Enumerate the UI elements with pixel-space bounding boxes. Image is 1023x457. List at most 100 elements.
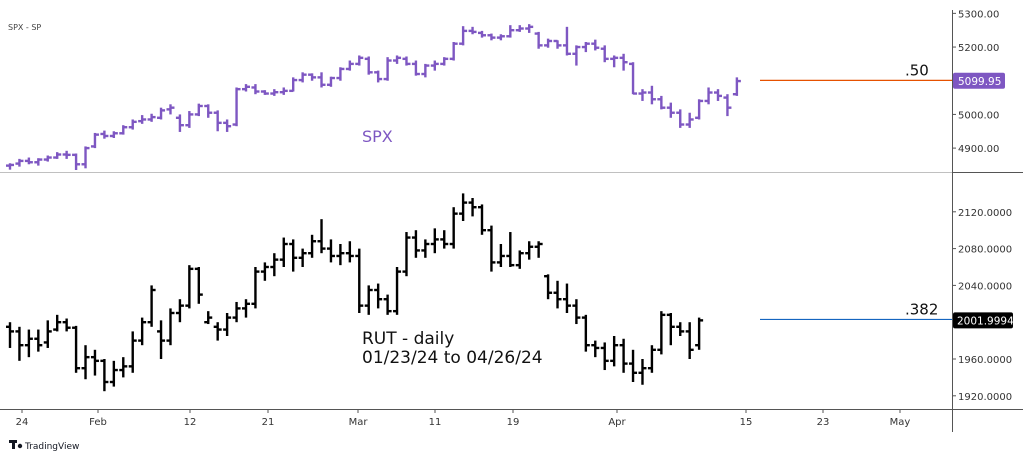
rut-bar — [119, 357, 128, 378]
x-tick-label: 21 — [262, 417, 275, 428]
rut-bar — [411, 230, 420, 258]
spx-bar — [364, 56, 373, 75]
x-tick-label: Mar — [349, 417, 369, 428]
tradingview-logo-icon — [9, 440, 17, 443]
rut-bar — [100, 359, 109, 392]
spx-y-tick-label: 5000.00 — [958, 110, 999, 121]
rut-bar — [459, 193, 468, 221]
rut-title-annotation: RUT - daily — [362, 329, 454, 349]
x-tick-label: 12 — [184, 417, 197, 428]
spx-bar — [308, 73, 317, 81]
rut-bar — [62, 318, 71, 332]
rut-last-value: 2001.9994 — [957, 315, 1014, 327]
rut-bar — [279, 237, 288, 267]
x-tick-label: Feb — [89, 417, 107, 428]
spx-bar — [459, 26, 468, 46]
time-axis: 24 Feb 12 21 Mar 11 19 Apr 15 23 May — [16, 409, 910, 428]
spx-bar — [515, 25, 524, 32]
spx-bar — [232, 87, 241, 127]
rut-bar — [355, 248, 364, 313]
rut-bar — [185, 265, 194, 309]
rut-y-tick-label: 2080.0000 — [958, 245, 1012, 256]
spx-bar — [119, 125, 128, 135]
spx-bar — [185, 111, 194, 128]
rut-bar — [544, 274, 553, 300]
spx-bar — [279, 87, 288, 95]
rut-bar — [695, 317, 704, 350]
rut-price-axis: 2120.0000 2080.0000 2040.0000 1960.0000 1920… — [952, 208, 1012, 403]
rut-bar — [676, 322, 685, 336]
rut-bar — [308, 234, 317, 258]
spx-bar — [260, 90, 269, 95]
spx-bar — [468, 26, 477, 35]
rut-bar — [128, 331, 137, 373]
rut-bar — [317, 219, 326, 254]
spx-bar — [175, 114, 184, 132]
rut-bar — [194, 267, 203, 304]
spx-bar — [194, 103, 203, 117]
spx-bar — [638, 89, 647, 101]
rut-bar — [468, 198, 477, 217]
rut-bar — [619, 338, 628, 373]
spx-bar — [544, 38, 553, 48]
spx-bar — [53, 152, 62, 159]
spx-fib-label: .50 — [905, 61, 929, 79]
rut-bar — [638, 359, 647, 385]
rut-bar — [572, 299, 581, 325]
spx-name-annotation: SPX — [362, 127, 393, 146]
spx-bar — [317, 72, 326, 88]
spx-bar — [478, 30, 486, 38]
spx-bar — [270, 89, 279, 96]
rut-bar — [515, 250, 524, 269]
x-tick-label: 15 — [740, 417, 753, 428]
rut-bar — [166, 308, 175, 346]
spx-bar — [213, 110, 222, 132]
rut-bar — [147, 285, 156, 327]
rut-bar — [657, 311, 666, 355]
spx-bar — [43, 155, 52, 162]
spx-bar — [666, 102, 675, 118]
rut-bar — [553, 280, 562, 309]
rut-bar — [24, 329, 33, 358]
rut-bar — [175, 299, 184, 323]
rut-y-tick-label: 1960.0000 — [958, 355, 1012, 366]
rut-bar — [251, 267, 260, 309]
rut-bar — [402, 232, 411, 277]
rut-bar — [109, 360, 118, 387]
x-tick-label: 19 — [507, 417, 520, 428]
spx-bar — [72, 153, 81, 170]
rut-bar — [534, 241, 543, 258]
rut-bar — [506, 232, 515, 267]
rut-bar — [487, 225, 496, 272]
spx-bar-series — [6, 24, 741, 170]
rut-bar — [81, 345, 90, 380]
spx-bar — [6, 163, 14, 170]
spx-bar — [553, 39, 562, 49]
spx-bar — [704, 87, 713, 105]
spx-bar — [109, 131, 118, 138]
spx-bar — [383, 57, 392, 81]
rut-y-tick-label: 1920.0000 — [958, 392, 1012, 403]
spx-bar — [600, 45, 609, 63]
rut-bar — [34, 329, 43, 352]
x-tick-label: 23 — [817, 417, 830, 428]
rut-bar — [421, 239, 430, 258]
spx-bar — [24, 157, 33, 165]
rut-bar — [336, 244, 345, 266]
rut-bar — [242, 299, 250, 318]
rut-last-value-badge: 2001.9994 — [953, 312, 1014, 329]
spx-bar — [506, 25, 515, 38]
spx-bar — [619, 53, 628, 71]
spx-bar — [298, 72, 307, 83]
spx-bar — [430, 60, 439, 71]
rut-bar-series — [6, 193, 704, 392]
spx-y-tick-label: 5200.00 — [958, 43, 999, 54]
spx-bar — [402, 56, 411, 66]
rut-bar — [591, 340, 600, 358]
spx-bar — [629, 62, 638, 95]
spx-bar — [525, 24, 534, 33]
spx-bar — [62, 150, 71, 159]
rut-bar — [581, 314, 590, 352]
spx-bar — [572, 45, 581, 66]
rut-bar — [449, 207, 458, 249]
